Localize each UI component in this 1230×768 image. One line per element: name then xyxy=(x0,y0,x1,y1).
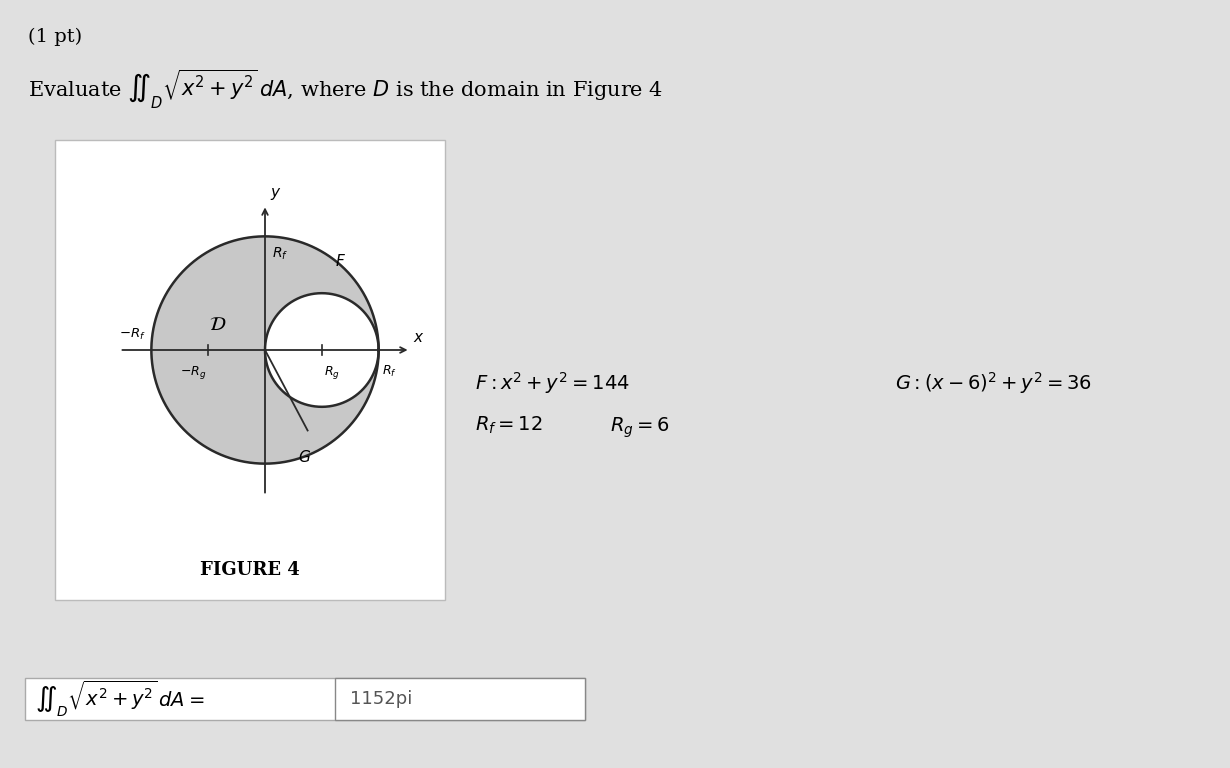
Text: $\mathcal{D}$: $\mathcal{D}$ xyxy=(209,316,226,334)
Bar xyxy=(335,678,585,720)
Bar xyxy=(25,678,585,720)
Text: 1152pi: 1152pi xyxy=(351,690,412,708)
Bar xyxy=(55,140,445,600)
Text: Evaluate $\iint_D \sqrt{x^2 + y^2}\, dA$, where $\mathit{D}$ is the domain in Fi: Evaluate $\iint_D \sqrt{x^2 + y^2}\, dA$… xyxy=(28,68,663,111)
Text: $F$: $F$ xyxy=(336,253,347,270)
Text: $F : x^2 + y^2 = 144$: $F : x^2 + y^2 = 144$ xyxy=(475,370,630,396)
Text: $x$: $x$ xyxy=(413,331,424,346)
Text: $y$: $y$ xyxy=(269,186,282,202)
Polygon shape xyxy=(264,293,379,407)
Text: $\iint_D \sqrt{x^2 + y^2}\, dA = $: $\iint_D \sqrt{x^2 + y^2}\, dA = $ xyxy=(34,679,204,720)
Text: $R_g$: $R_g$ xyxy=(323,364,339,381)
Text: $G$: $G$ xyxy=(298,449,311,465)
Text: $R_f$: $R_f$ xyxy=(383,364,397,379)
Text: (1 pt): (1 pt) xyxy=(28,28,82,46)
Text: $R_g = 6$: $R_g = 6$ xyxy=(610,415,670,439)
Polygon shape xyxy=(151,237,379,464)
Text: FIGURE 4: FIGURE 4 xyxy=(200,561,300,579)
Text: $G : (x - 6)^2 + y^2 = 36$: $G : (x - 6)^2 + y^2 = 36$ xyxy=(895,370,1092,396)
Text: $R_f = 12$: $R_f = 12$ xyxy=(475,415,542,436)
Text: $-R_f$: $-R_f$ xyxy=(119,327,145,343)
Text: $-R_g$: $-R_g$ xyxy=(180,364,207,381)
Text: $R_f$: $R_f$ xyxy=(272,246,288,262)
